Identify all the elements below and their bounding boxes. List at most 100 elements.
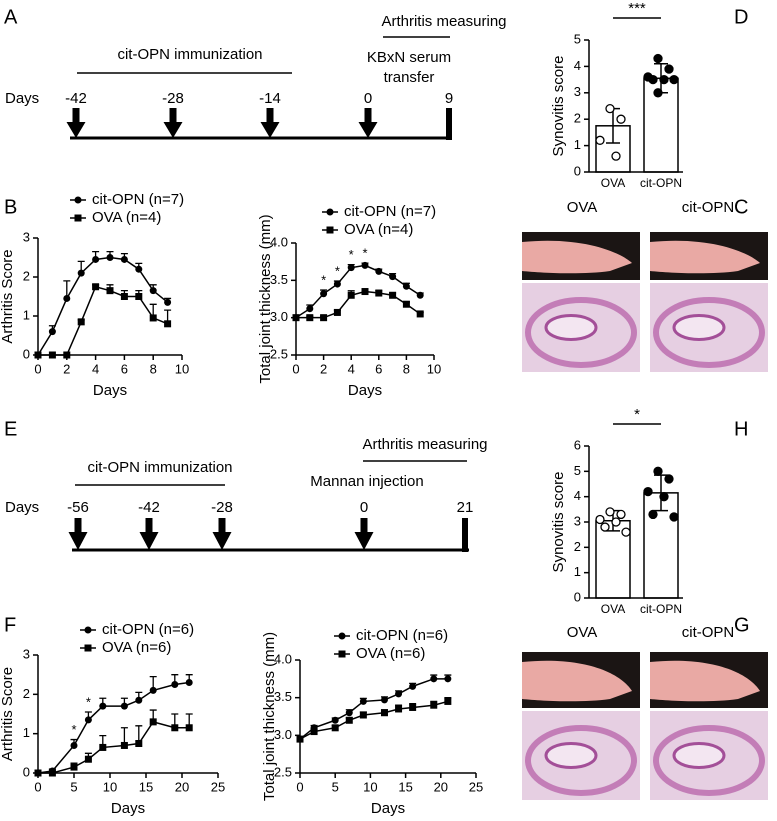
days-label: Days: [5, 499, 39, 516]
legend-marker: [338, 632, 346, 640]
marker: [310, 728, 318, 736]
marker: [389, 291, 397, 299]
series-line: [299, 700, 449, 740]
y-tick-label: 3.5: [270, 272, 288, 287]
legend-label: cit-OPN (n=7): [92, 191, 184, 208]
data-point: [659, 492, 669, 502]
x-tick-label: 6: [121, 361, 128, 376]
x-tick-label: 8: [403, 361, 410, 376]
marker: [380, 696, 388, 704]
marker: [331, 716, 339, 724]
y-tick-label: 3: [574, 84, 581, 99]
y-tick-label: 1: [23, 725, 30, 740]
marker: [120, 255, 128, 263]
marker: [292, 314, 300, 322]
y-tick-label: 4.0: [270, 234, 288, 249]
marker: [99, 743, 107, 751]
marker: [185, 724, 193, 732]
day-label: 0: [360, 499, 368, 516]
image-label: cit-OPN: [682, 624, 735, 641]
event-label: cit-OPN immunization: [117, 46, 262, 63]
marker: [361, 261, 369, 269]
panel-label: H: [734, 418, 748, 440]
data-point: [616, 114, 626, 124]
x-tick-label: 2: [63, 361, 70, 376]
y-tick-label: 3.5: [274, 689, 292, 704]
y-tick-label: 0: [23, 346, 30, 361]
marker: [359, 697, 367, 705]
y-tick-label: 3: [23, 229, 30, 244]
panel-label: E: [4, 418, 17, 440]
marker: [375, 267, 383, 275]
image-label: cit-OPN: [682, 199, 735, 216]
image-label: OVA: [567, 624, 598, 641]
event-label: Mannan injection: [310, 473, 423, 490]
legend-marker: [338, 650, 346, 658]
x-tick-label: 25: [469, 779, 483, 794]
days-label: Days: [5, 90, 39, 107]
marker: [444, 697, 452, 705]
y-axis-title: Total joint thickness (mm): [257, 214, 274, 383]
tissue: [544, 742, 598, 769]
marker: [63, 351, 71, 359]
marker: [430, 701, 438, 709]
marker: [149, 686, 157, 694]
y-tick-label: 5: [574, 463, 581, 478]
marker: [135, 293, 143, 300]
x-tick-label: 10: [363, 779, 377, 794]
marker: [48, 328, 56, 336]
marker: [333, 280, 341, 288]
significance: *: [362, 246, 367, 261]
data-point: [653, 466, 663, 476]
y-tick-label: 1: [574, 137, 581, 152]
day-label: -42: [65, 90, 87, 107]
marker: [149, 314, 157, 322]
marker: [296, 735, 304, 743]
marker: [106, 287, 114, 295]
legend-marker: [84, 626, 92, 634]
event-label: Arthritis measuring: [362, 436, 487, 453]
x-axis-title: Days: [348, 382, 382, 399]
marker: [48, 769, 56, 777]
marker: [409, 682, 417, 690]
data-point: [616, 509, 626, 520]
legend-marker: [74, 214, 82, 222]
x-tick-label: 0: [292, 361, 299, 376]
y-tick-label: 0: [574, 163, 581, 178]
y-tick-label: 2: [574, 539, 581, 554]
x-tick-label: 5: [332, 779, 339, 794]
y-axis-title: Arthritis Score: [0, 249, 16, 343]
data-point: [595, 135, 605, 145]
event-label: transfer: [384, 69, 435, 86]
arrow: [358, 108, 378, 138]
data-point: [659, 74, 669, 85]
day-label: 9: [445, 90, 453, 107]
x-axis-title: Days: [93, 382, 127, 399]
marker: [171, 681, 179, 688]
arrow: [66, 108, 86, 138]
x-tick-label: 10: [427, 361, 441, 376]
legend-marker: [326, 226, 334, 234]
paw: [522, 240, 632, 274]
tissue: [672, 742, 726, 769]
marker: [375, 289, 383, 297]
legend-label: cit-OPN (n=6): [356, 627, 448, 644]
y-tick-label: 0: [23, 764, 30, 779]
marker: [164, 320, 172, 328]
x-tick-label: OVA: [601, 176, 625, 190]
tissue: [525, 297, 637, 368]
y-tick-label: 4.0: [274, 651, 292, 666]
marker: [389, 273, 397, 281]
significance: *: [86, 694, 91, 709]
panel-label: C: [734, 196, 748, 218]
x-tick-label: 0: [34, 779, 41, 794]
y-tick-label: 2.5: [274, 764, 292, 779]
x-tick-label: 5: [70, 779, 77, 794]
end-marker: [446, 108, 452, 140]
marker: [70, 763, 78, 771]
legend-label: OVA (n=6): [102, 639, 171, 656]
series-line: [296, 290, 421, 319]
y-tick-label: 6: [574, 437, 581, 452]
x-axis-title: Days: [371, 800, 405, 817]
